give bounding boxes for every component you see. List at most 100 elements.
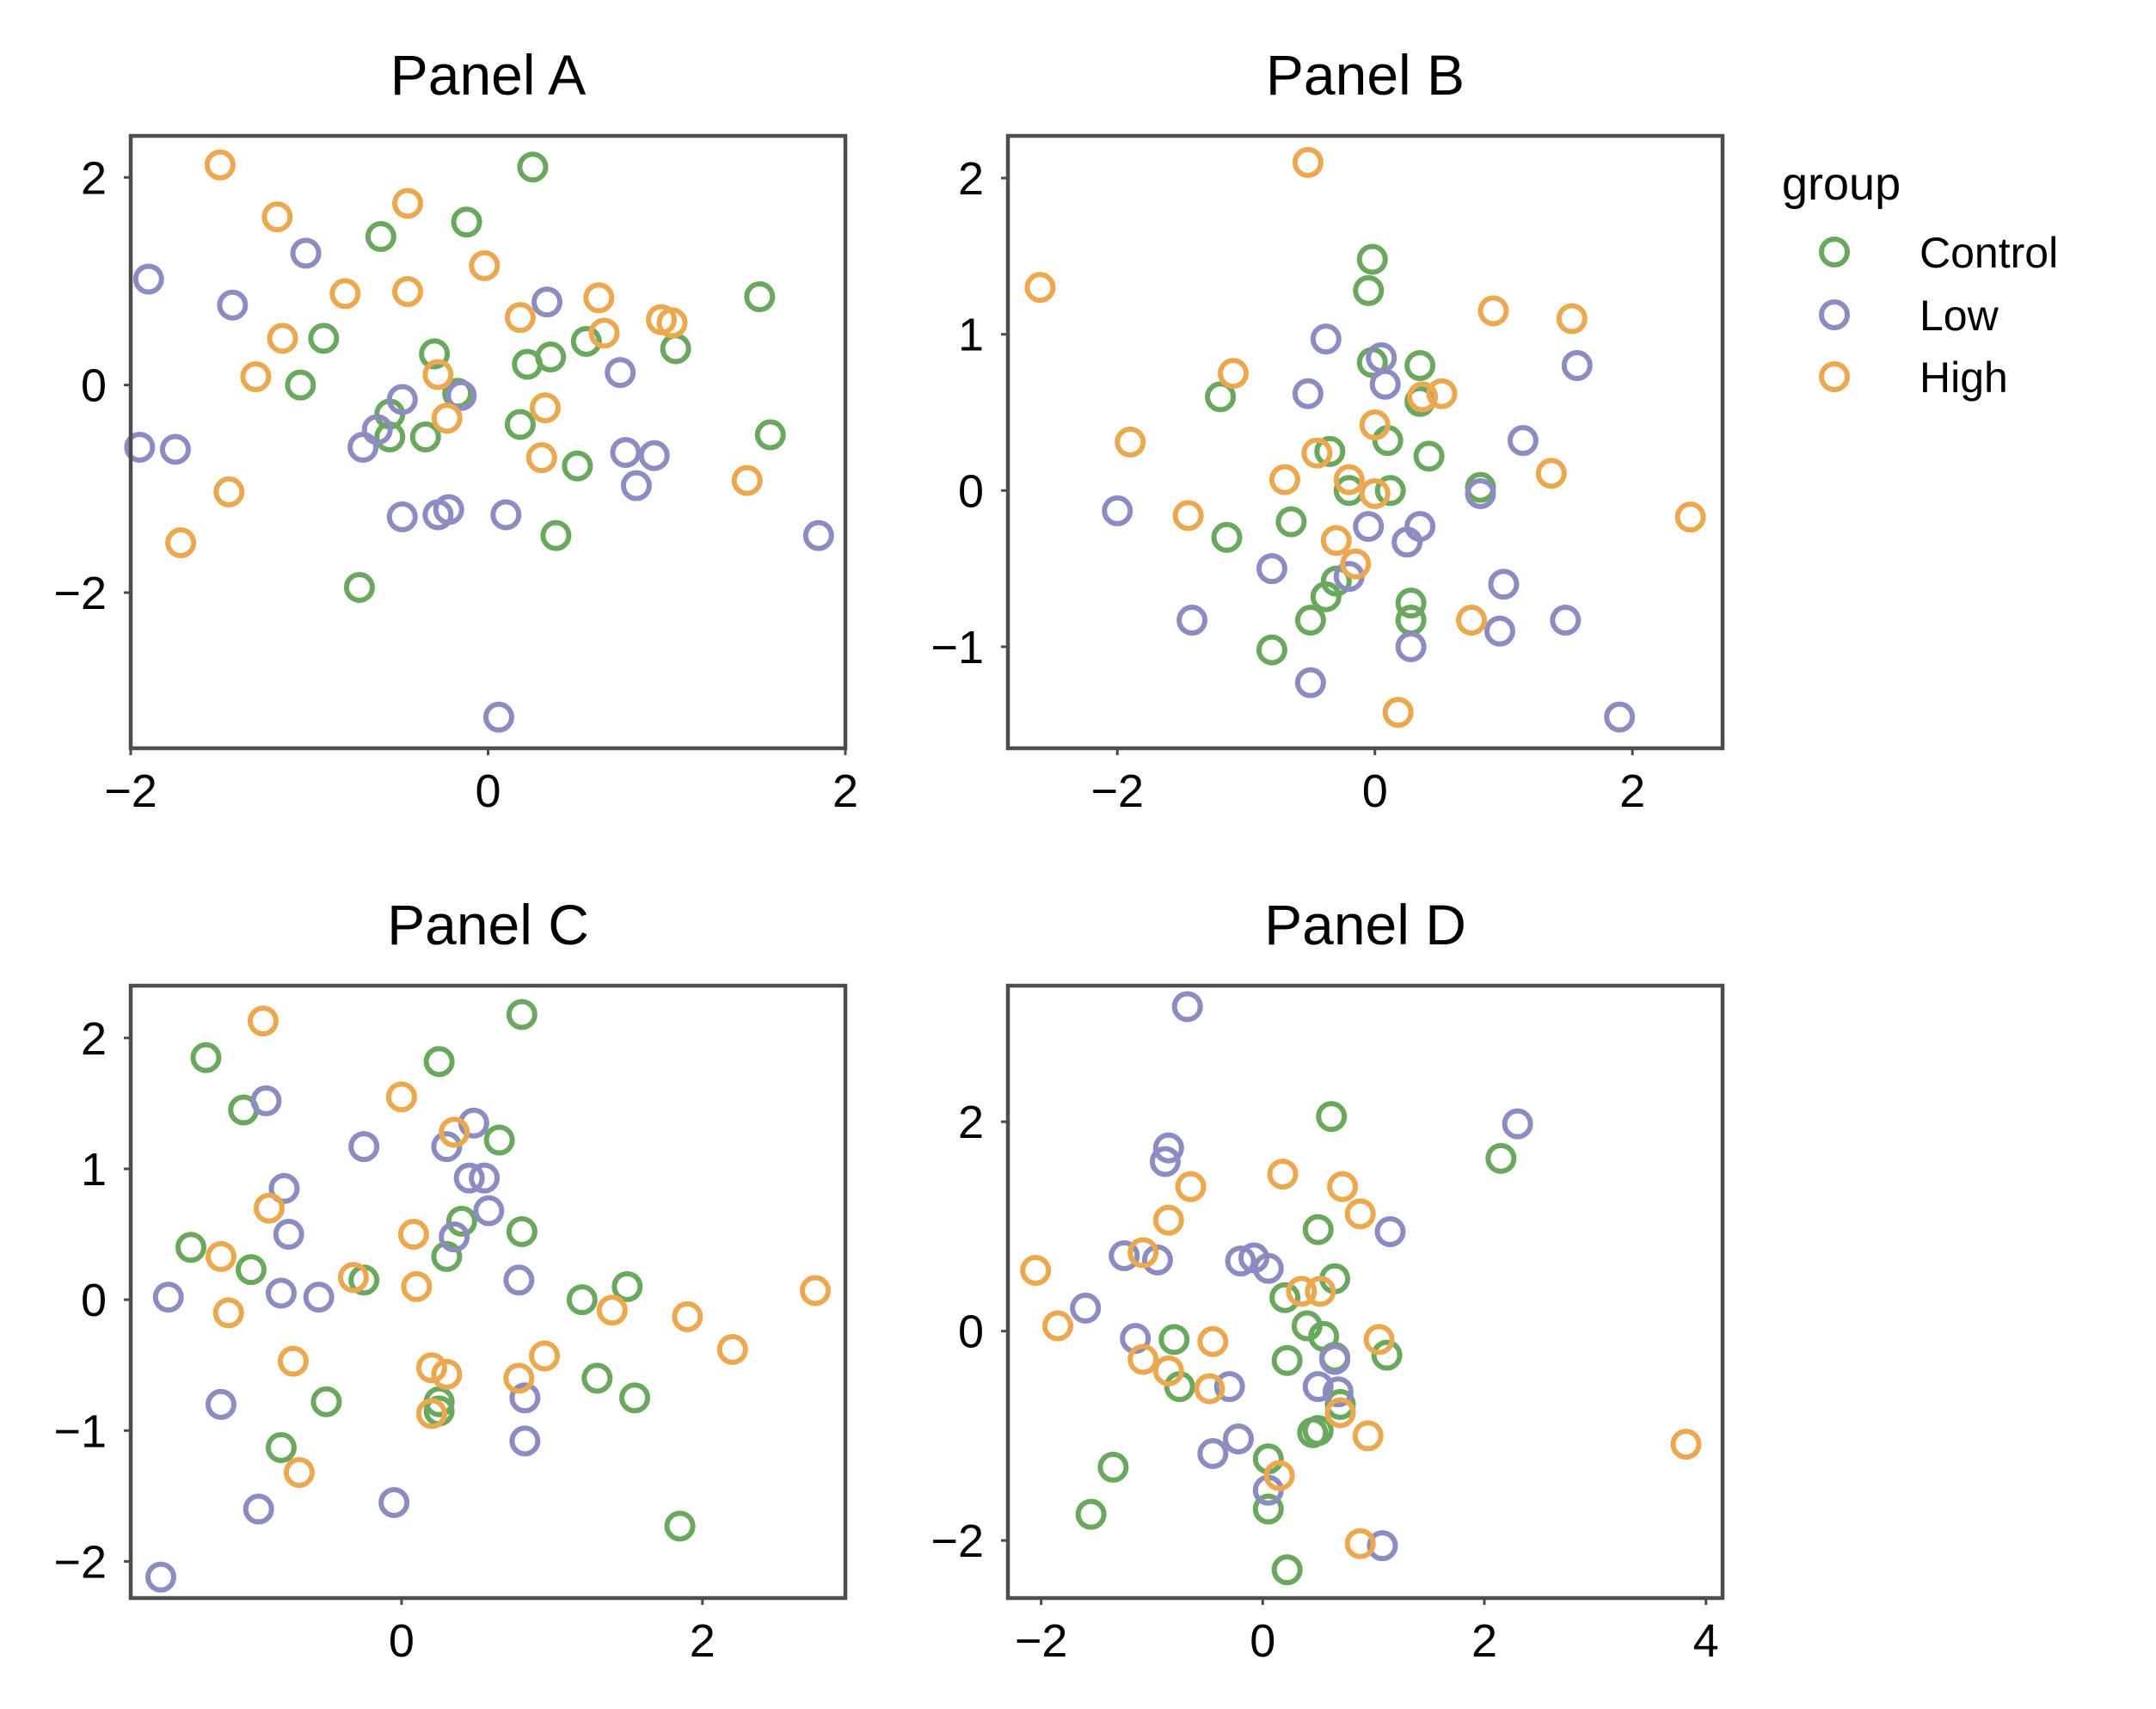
point-high xyxy=(422,359,454,390)
point-low xyxy=(1171,991,1203,1023)
point-control xyxy=(535,341,567,373)
legend-title: group xyxy=(1782,158,1901,210)
point-control xyxy=(190,1042,222,1073)
point-control xyxy=(1353,274,1385,306)
y-tick-label: −2 xyxy=(53,1536,107,1588)
point-high xyxy=(204,149,236,181)
point-control xyxy=(1205,381,1237,413)
plot-frame xyxy=(1005,983,1725,1601)
point-low xyxy=(1302,1371,1334,1403)
point-high xyxy=(1020,1255,1052,1287)
legend-label-low: Low xyxy=(1920,292,1999,340)
x-tick-label: 4 xyxy=(1693,1615,1719,1667)
point-control xyxy=(1271,1554,1303,1586)
point-low xyxy=(490,499,522,531)
point-high xyxy=(1426,378,1458,409)
point-control xyxy=(619,1382,651,1414)
point-high xyxy=(283,1456,315,1488)
point-control xyxy=(310,1386,342,1417)
legend: group Control Low High xyxy=(1782,158,2058,402)
point-control xyxy=(409,421,441,452)
point-low xyxy=(1109,1240,1140,1272)
panel-c: Panel C 0 2 −2 −1 0 1 2 xyxy=(53,893,848,1667)
point-low xyxy=(1149,1146,1181,1177)
y-tick-label: −2 xyxy=(53,568,107,619)
point-low xyxy=(1213,1371,1245,1403)
panel-title: Panel D xyxy=(1264,893,1466,956)
y-tick-label: 0 xyxy=(81,360,107,412)
point-control xyxy=(343,571,375,603)
point-control xyxy=(664,1510,696,1542)
point-high xyxy=(1344,1528,1376,1559)
point-low xyxy=(605,357,636,389)
point-low xyxy=(1070,1292,1102,1324)
point-control xyxy=(1316,1101,1348,1133)
point-low xyxy=(1604,701,1636,733)
point-low xyxy=(303,1282,335,1313)
plot-frame xyxy=(128,983,848,1601)
x-tick-label: 2 xyxy=(690,1615,716,1667)
legend-marker-high xyxy=(1819,361,1850,392)
point-low xyxy=(1322,1376,1354,1408)
point-control xyxy=(1097,1451,1129,1483)
point-low xyxy=(132,263,164,295)
point-high xyxy=(431,1358,463,1390)
point-high xyxy=(588,317,620,349)
point-low xyxy=(347,432,379,464)
point-control xyxy=(562,450,593,482)
point-high xyxy=(529,392,561,424)
point-high xyxy=(277,1345,309,1377)
point-high xyxy=(1218,358,1250,390)
point-control xyxy=(570,325,602,357)
point-high xyxy=(1115,427,1146,458)
point-high xyxy=(1535,458,1567,489)
point-low xyxy=(273,1219,304,1251)
point-high xyxy=(401,1270,433,1302)
point-high xyxy=(1359,409,1391,441)
point-low xyxy=(453,1162,485,1194)
point-high xyxy=(1152,1355,1184,1386)
point-control xyxy=(1314,435,1346,467)
point-control xyxy=(744,281,776,313)
panel-b: Panel B −2 0 2 −1 0 1 2 xyxy=(931,43,1725,817)
point-low xyxy=(1252,1252,1284,1284)
point-low xyxy=(1256,553,1287,585)
point-high xyxy=(1363,1324,1395,1356)
point-high xyxy=(329,278,361,310)
point-high xyxy=(504,302,536,334)
y-tick-label: 2 xyxy=(958,153,984,205)
point-high xyxy=(529,1340,561,1372)
point-high xyxy=(525,442,557,474)
point-high xyxy=(1407,381,1439,413)
point-control xyxy=(1294,605,1326,636)
point-control xyxy=(265,1432,297,1464)
point-low xyxy=(250,1085,282,1116)
legend-marker-control xyxy=(1819,237,1850,267)
point-low xyxy=(1483,615,1515,647)
point-low xyxy=(1561,350,1593,381)
legend-marker-low xyxy=(1819,299,1850,330)
point-high xyxy=(1344,1198,1376,1230)
plot-frame xyxy=(128,133,848,751)
point-high xyxy=(503,1362,535,1394)
point-high xyxy=(392,276,424,308)
point-low xyxy=(386,501,418,532)
point-control xyxy=(1302,1214,1334,1245)
point-control xyxy=(235,1254,267,1286)
point-high xyxy=(1305,1276,1336,1307)
point-high xyxy=(1456,605,1488,636)
point-control xyxy=(285,369,316,401)
point-low xyxy=(620,470,652,501)
point-control xyxy=(1395,605,1427,636)
point-high xyxy=(253,1192,285,1224)
point-high xyxy=(1556,303,1588,335)
point-control xyxy=(419,338,451,370)
point-high xyxy=(1674,501,1706,533)
legend-label-high: High xyxy=(1920,353,2008,402)
point-high xyxy=(583,282,615,314)
point-low xyxy=(1102,495,1133,526)
point-high xyxy=(1382,697,1414,728)
point-high xyxy=(1333,464,1365,495)
point-high xyxy=(1197,1325,1229,1357)
point-high xyxy=(1324,1397,1356,1429)
